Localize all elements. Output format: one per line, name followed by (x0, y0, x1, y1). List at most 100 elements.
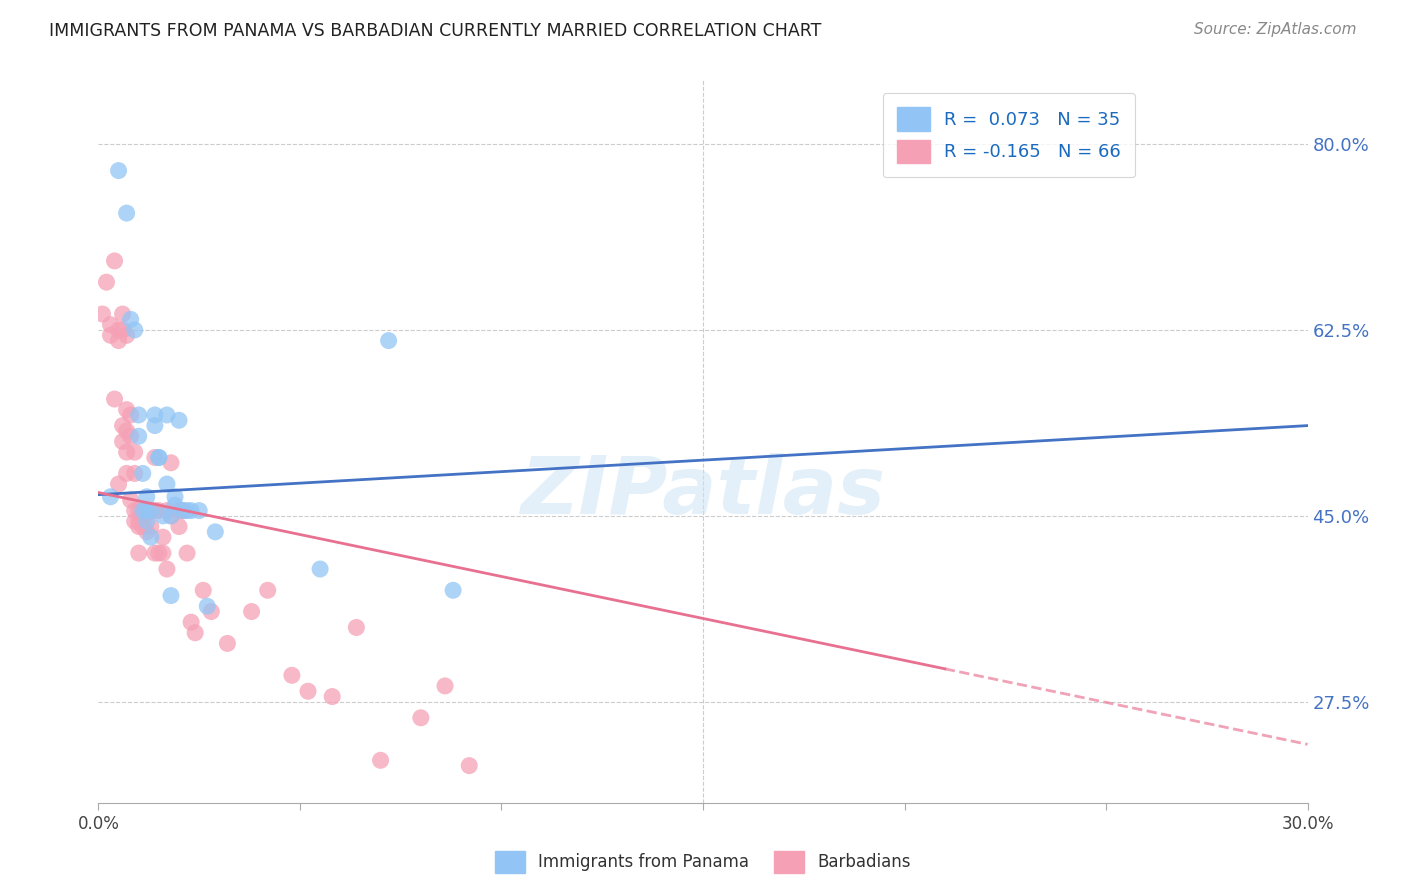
Point (344, 620, 367, 634)
Point (124, 467, 146, 481)
Point (132, 467, 155, 481)
Point (111, 418, 134, 433)
Point (107, 323, 129, 337)
Point (100, 490, 122, 504)
Point (377, 334, 399, 348)
Point (96, 275, 118, 289)
Point (111, 434, 134, 449)
Point (434, 679, 457, 693)
Point (115, 424, 138, 438)
Point (193, 583, 215, 598)
Point (163, 490, 186, 504)
Point (132, 503, 155, 517)
Point (124, 503, 146, 517)
Point (128, 519, 150, 533)
Point (148, 546, 170, 560)
Point (139, 519, 162, 533)
Point (148, 450, 170, 465)
Point (160, 508, 183, 523)
Point (120, 408, 142, 422)
Point (156, 503, 179, 517)
Point (370, 753, 392, 767)
Point (120, 493, 142, 508)
Point (217, 636, 239, 650)
Point (167, 413, 190, 427)
Point (132, 514, 155, 528)
Point (256, 583, 278, 598)
Point (135, 524, 157, 539)
Point (143, 450, 166, 465)
Point (132, 519, 155, 533)
Point (163, 498, 186, 512)
Point (139, 503, 162, 517)
Point (176, 503, 198, 517)
Point (172, 503, 194, 517)
Point (281, 668, 304, 682)
Point (135, 503, 157, 517)
Point (167, 503, 190, 517)
Legend: R =  0.073   N = 35, R = -0.165   N = 66: R = 0.073 N = 35, R = -0.165 N = 66 (883, 93, 1135, 178)
Point (120, 312, 142, 326)
Point (409, 711, 432, 725)
Point (172, 503, 194, 517)
Text: IMMIGRANTS FROM PANAMA VS BARBADIAN CURRENTLY MARRIED CORRELATION CHART: IMMIGRANTS FROM PANAMA VS BARBADIAN CURR… (49, 22, 821, 40)
Point (143, 418, 166, 433)
Point (139, 503, 162, 517)
Point (160, 508, 183, 523)
Point (103, 253, 125, 268)
Text: ZIPatlas: ZIPatlas (520, 453, 886, 531)
Point (100, 328, 122, 343)
Point (124, 514, 146, 528)
Point (139, 530, 162, 544)
Point (128, 514, 150, 528)
Point (156, 408, 179, 422)
Point (103, 392, 125, 406)
Point (195, 599, 218, 614)
Point (180, 503, 202, 517)
Point (152, 546, 174, 560)
Point (135, 514, 157, 528)
Point (160, 456, 183, 470)
Point (124, 445, 146, 459)
Point (124, 323, 146, 337)
Point (188, 503, 211, 517)
Point (160, 589, 183, 603)
Point (128, 546, 150, 560)
Point (184, 625, 207, 640)
Point (204, 524, 226, 539)
Point (132, 503, 155, 517)
Point (128, 429, 150, 443)
Point (180, 615, 202, 630)
Point (309, 562, 332, 576)
Legend: Immigrants from Panama, Barbadians: Immigrants from Panama, Barbadians (488, 845, 918, 880)
Point (120, 429, 142, 443)
Point (135, 490, 157, 504)
Point (156, 562, 179, 576)
Point (143, 503, 166, 517)
Point (107, 477, 129, 491)
Point (458, 758, 481, 772)
Text: Source: ZipAtlas.com: Source: ZipAtlas.com (1194, 22, 1357, 37)
Point (297, 684, 319, 698)
Point (200, 605, 222, 619)
Point (240, 605, 263, 619)
Point (111, 307, 134, 321)
Point (91, 307, 114, 321)
Point (115, 328, 138, 343)
Point (111, 323, 134, 337)
Point (135, 503, 157, 517)
Point (128, 503, 150, 517)
Point (115, 467, 138, 481)
Point (115, 445, 138, 459)
Point (176, 546, 198, 560)
Point (148, 450, 170, 465)
Point (107, 163, 129, 178)
Point (152, 530, 174, 544)
Point (100, 318, 122, 332)
Point (115, 402, 138, 417)
Point (441, 583, 464, 598)
Point (167, 519, 190, 533)
Point (152, 508, 174, 523)
Point (115, 206, 138, 220)
Point (321, 690, 343, 704)
